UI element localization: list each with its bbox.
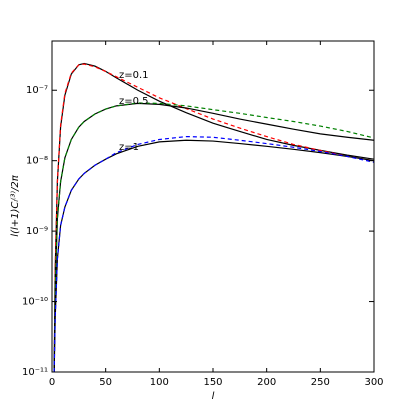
y-tick-label: 10⁻⁹ xyxy=(26,226,48,237)
x-tick-label: 300 xyxy=(364,377,383,388)
series-line xyxy=(53,135,374,372)
series-line xyxy=(53,139,374,372)
x-tick-label: 100 xyxy=(150,377,169,388)
series-line xyxy=(53,63,374,372)
x-tick-label: 0 xyxy=(49,377,55,388)
y-axis-label: l(l+1)Cₗ⁽³⁾/2π xyxy=(10,174,21,236)
plot-frame xyxy=(51,40,375,373)
series-line xyxy=(53,102,374,372)
y-tick-label: 10⁻¹¹ xyxy=(22,367,48,378)
y-tick-label: 10⁻¹⁰ xyxy=(22,297,48,308)
x-tick-label: 50 xyxy=(99,377,112,388)
series-line xyxy=(53,62,374,372)
series-line xyxy=(53,102,374,372)
annotation: z=0.5 xyxy=(119,96,149,107)
annotation: z=1 xyxy=(119,142,139,153)
annotation: z=0.1 xyxy=(119,70,149,81)
x-tick-label: 250 xyxy=(311,377,330,388)
x-tick-label: 200 xyxy=(257,377,276,388)
x-tick-label: 150 xyxy=(203,377,222,388)
x-axis-label: l xyxy=(212,391,215,402)
y-tick-label: 10⁻⁷ xyxy=(26,85,48,96)
y-tick-label: 10⁻⁸ xyxy=(26,156,48,167)
